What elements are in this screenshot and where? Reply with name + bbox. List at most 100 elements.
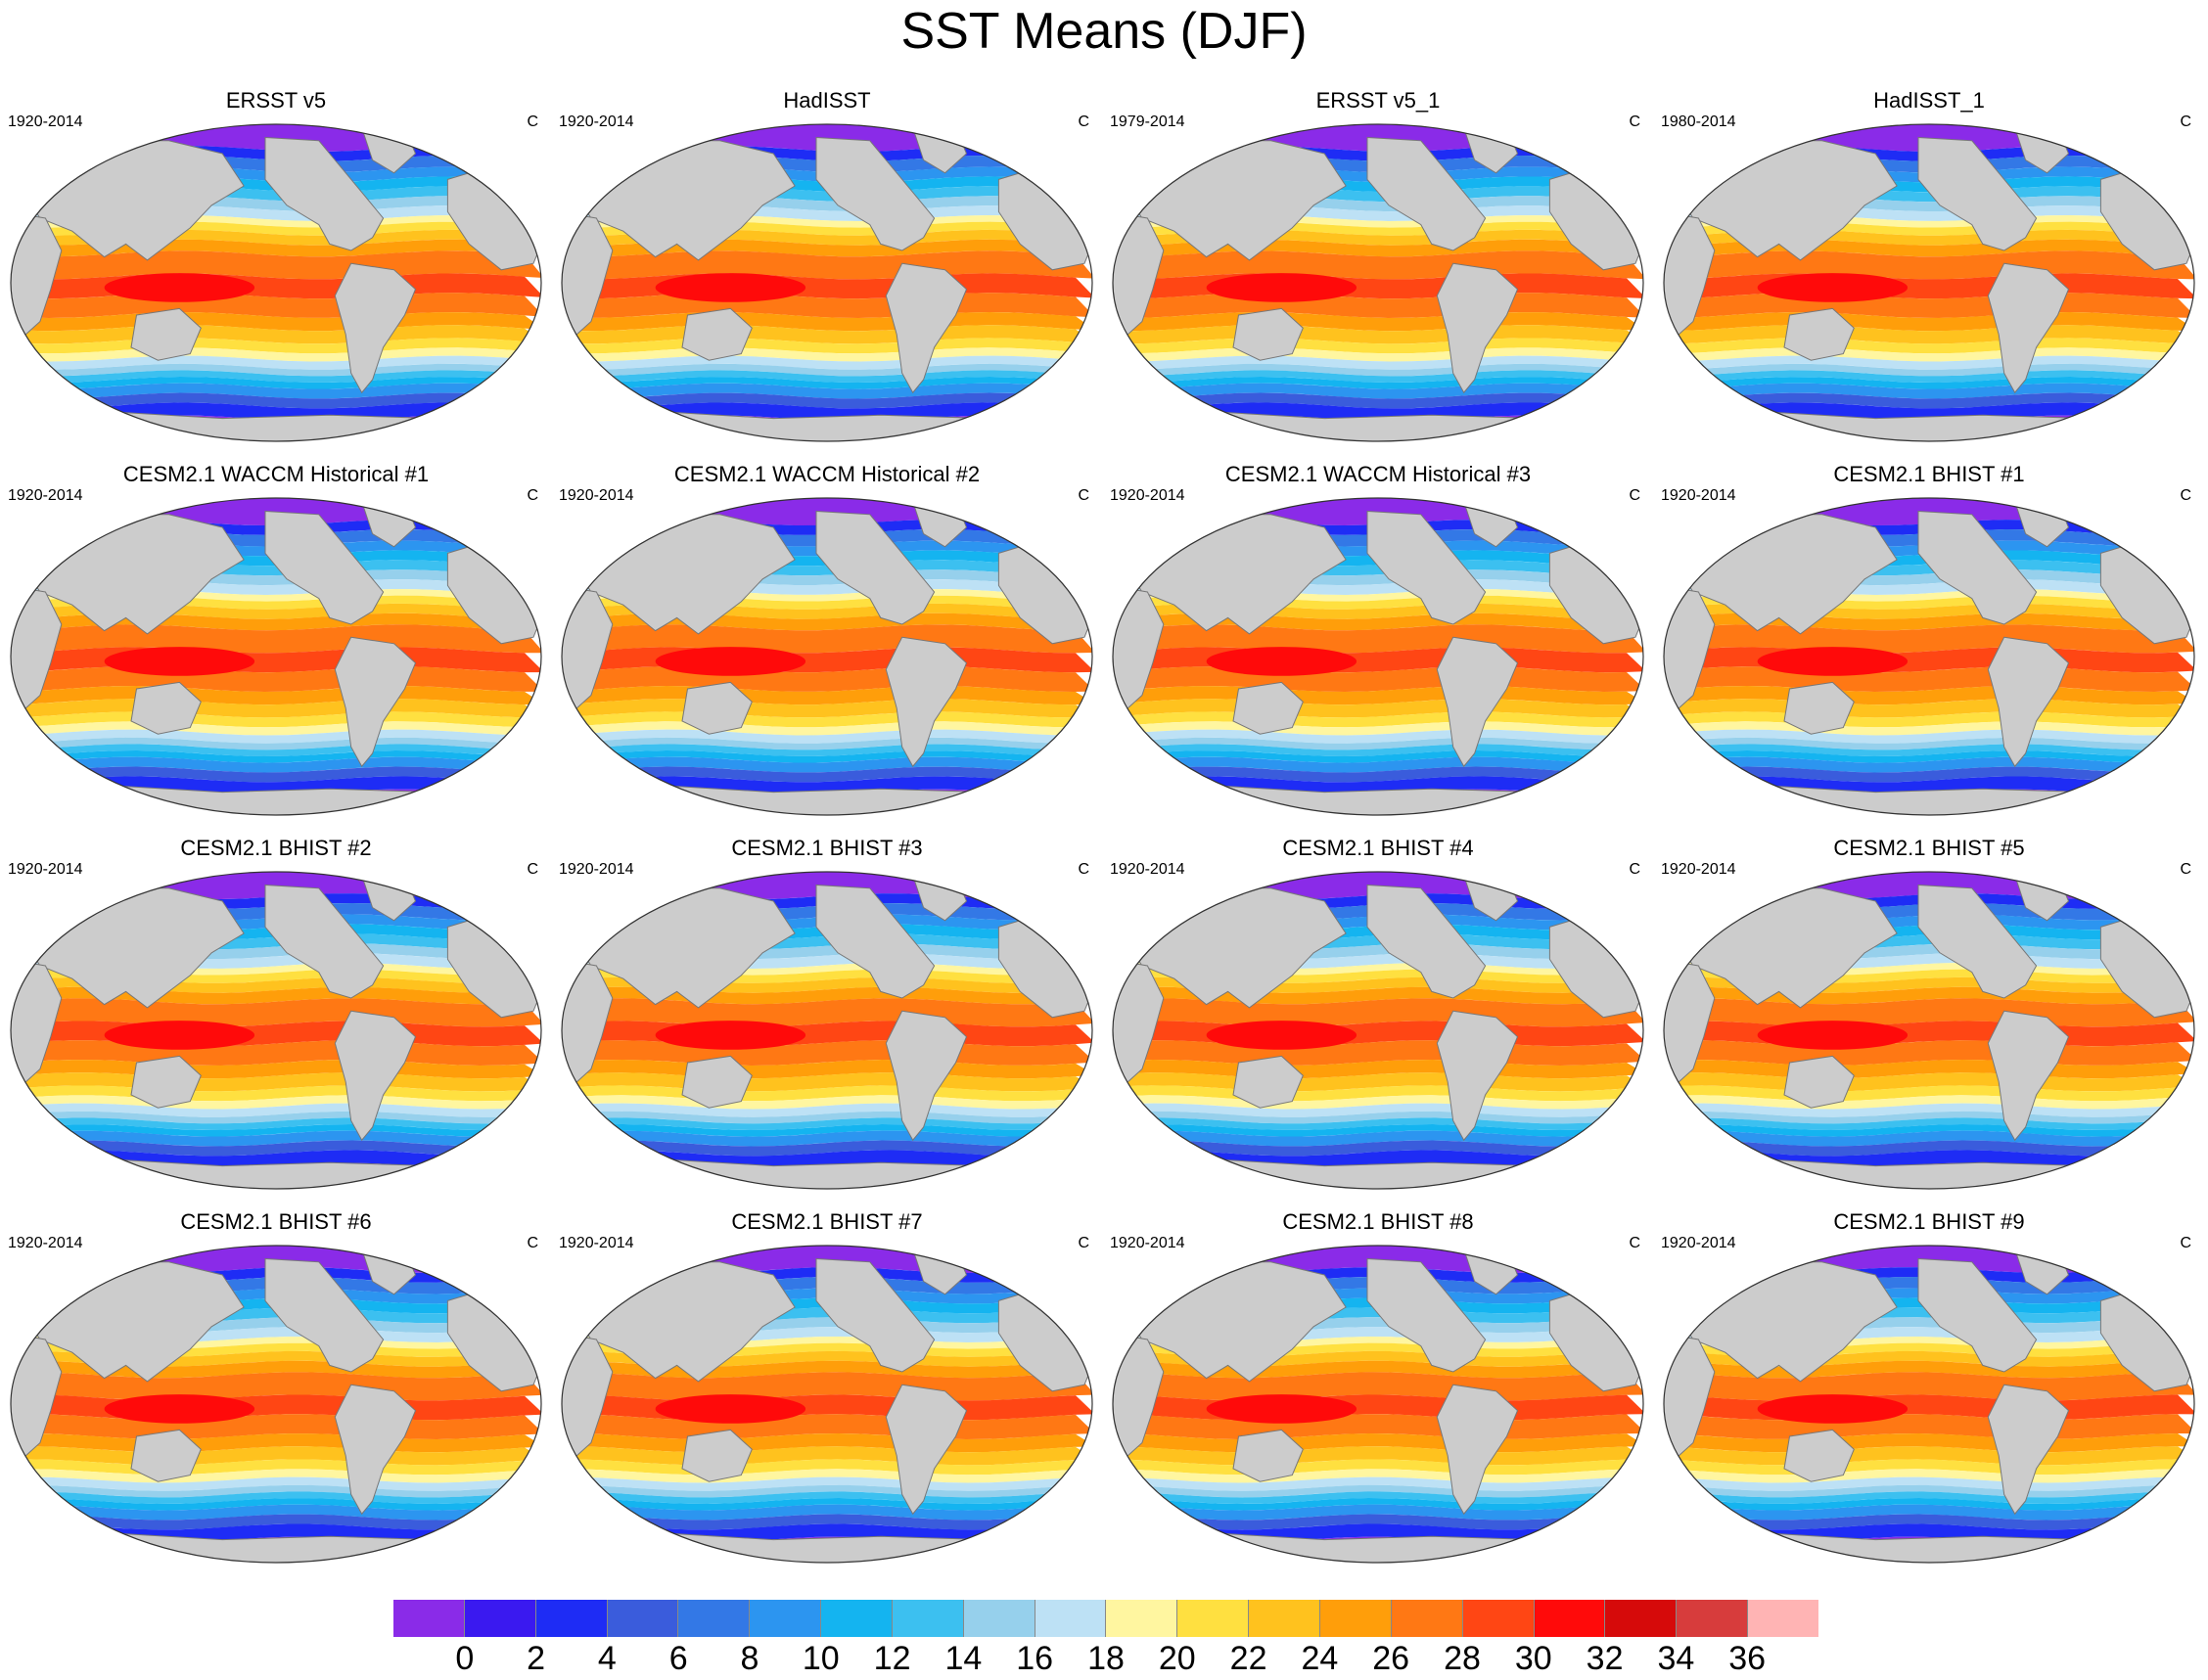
map-border (1112, 871, 1644, 1190)
south-america-landmass (334, 262, 417, 394)
world-map (10, 497, 542, 816)
panel-period: 1920-2014 (1110, 487, 1185, 504)
sst-contour-band (562, 729, 1092, 744)
sst-contour-band (1664, 1476, 2194, 1491)
sst-contour-band (1664, 1124, 2194, 1137)
panel-period: 1920-2014 (1661, 1235, 1736, 1251)
world-map (1663, 123, 2195, 442)
panel-units: C (1078, 114, 1089, 130)
north-america-landmass (264, 510, 385, 625)
sst-contour-band (1664, 1484, 2194, 1498)
sst-contour-band (1113, 377, 1643, 389)
map-panel: CESM2.1 WACCM Historical #1 1920-2014 C (0, 462, 552, 834)
panel-period: 1920-2014 (1110, 861, 1185, 878)
sst-contour-band (1113, 1117, 1643, 1130)
panel-period: 1980-2014 (1661, 114, 1736, 130)
north-america-landmass (1917, 1257, 2038, 1373)
warm-pool-contour (1206, 647, 1357, 676)
world-map (1112, 123, 1644, 442)
antarctica-landmass (562, 1532, 1092, 1563)
panel-units: C (2180, 114, 2191, 130)
sst-contour-band (562, 1117, 1092, 1130)
sst-contour-band (1113, 998, 1643, 1027)
sst-contour-band (1664, 377, 2194, 389)
sst-contour-band (1664, 624, 2194, 654)
colorbar-swatch (1748, 1600, 1818, 1637)
world-map (561, 123, 1093, 442)
colorbar-tick-label: 30 (1514, 1640, 1552, 1677)
sst-contour-band (1664, 729, 2194, 744)
colorbar-swatch (1534, 1600, 1606, 1637)
colorbar-tick-label: 16 (1016, 1640, 1054, 1677)
world-map (1663, 1245, 2195, 1564)
south-america-landmass (1436, 262, 1519, 394)
australia-landmass (681, 1055, 753, 1109)
warm-pool-contour (104, 647, 255, 676)
colorbar-swatch (678, 1600, 751, 1637)
australia-landmass (681, 307, 753, 361)
sst-contour-band (11, 744, 541, 756)
south-america-landmass (334, 636, 417, 768)
sst-contour-band (562, 370, 1092, 383)
map-border (1112, 123, 1644, 442)
map-panel: CESM2.1 WACCM Historical #2 1920-2014 C (551, 462, 1103, 834)
sst-contour-band (11, 363, 541, 377)
africa-landmass (11, 958, 63, 1090)
sst-contour-band (562, 1484, 1092, 1498)
map-border (561, 497, 1093, 816)
panel-period: 1920-2014 (8, 487, 83, 504)
panel-period: 1920-2014 (559, 1235, 634, 1251)
sst-contour-band (11, 750, 541, 763)
sst-contour-band (11, 1111, 541, 1124)
sst-contour-band (11, 1476, 541, 1491)
colorbar-swatch (1462, 1600, 1535, 1637)
sst-contour-band (1664, 744, 2194, 756)
panel-units: C (527, 114, 538, 130)
colorbar-tick-label: 4 (597, 1640, 617, 1677)
warm-pool-contour (1757, 1021, 1909, 1050)
north-america-landmass (815, 1257, 936, 1373)
panel-units: C (527, 861, 538, 878)
antarctica-landmass (562, 1158, 1092, 1189)
panel-period: 1920-2014 (8, 861, 83, 878)
sst-contour-band (11, 624, 541, 654)
sst-contour-band (1113, 1484, 1643, 1498)
world-map (10, 871, 542, 1190)
antarctica-landmass (1113, 1532, 1643, 1563)
australia-landmass (681, 1429, 753, 1482)
australia-landmass (1783, 681, 1855, 735)
map-border (561, 123, 1093, 442)
colorbar-tick-label: 22 (1229, 1640, 1267, 1677)
panel-title: CESM2.1 BHIST #2 (180, 836, 372, 860)
sst-contour-band (562, 392, 1092, 409)
sst-contour-band (562, 1111, 1092, 1124)
antarctica-landmass (562, 785, 1092, 815)
south-america-landmass (885, 262, 968, 394)
sst-contour-band (1664, 363, 2194, 377)
sst-contour-band (562, 1514, 1092, 1530)
panel-title: ERSST v5_1 (1315, 88, 1441, 113)
sst-contour-band (11, 377, 541, 389)
panel-title: CESM2.1 WACCM Historical #2 (673, 462, 981, 486)
colorbar-swatch (821, 1600, 893, 1637)
sst-contour-band (1113, 737, 1643, 750)
sst-contour-band (562, 377, 1092, 389)
panel-title: CESM2.1 BHIST #9 (1833, 1209, 2025, 1234)
sst-contour-band (11, 355, 541, 370)
africa-landmass (1113, 584, 1165, 716)
south-america-landmass (334, 1384, 417, 1516)
sst-contour-band (11, 737, 541, 750)
colorbar-tick-label: 34 (1657, 1640, 1695, 1677)
colorbar-swatch (393, 1600, 465, 1637)
north-america-landmass (264, 1257, 385, 1373)
panel-units: C (1078, 861, 1089, 878)
australia-landmass (1783, 1055, 1855, 1109)
warm-pool-contour (1757, 647, 1909, 676)
africa-landmass (1113, 1332, 1165, 1464)
sst-contour-band (1113, 1140, 1643, 1157)
africa-landmass (11, 210, 63, 342)
sst-contour-band (11, 1117, 541, 1130)
africa-landmass (11, 584, 63, 716)
map-border (1663, 1245, 2195, 1564)
panel-units: C (1629, 487, 1640, 504)
